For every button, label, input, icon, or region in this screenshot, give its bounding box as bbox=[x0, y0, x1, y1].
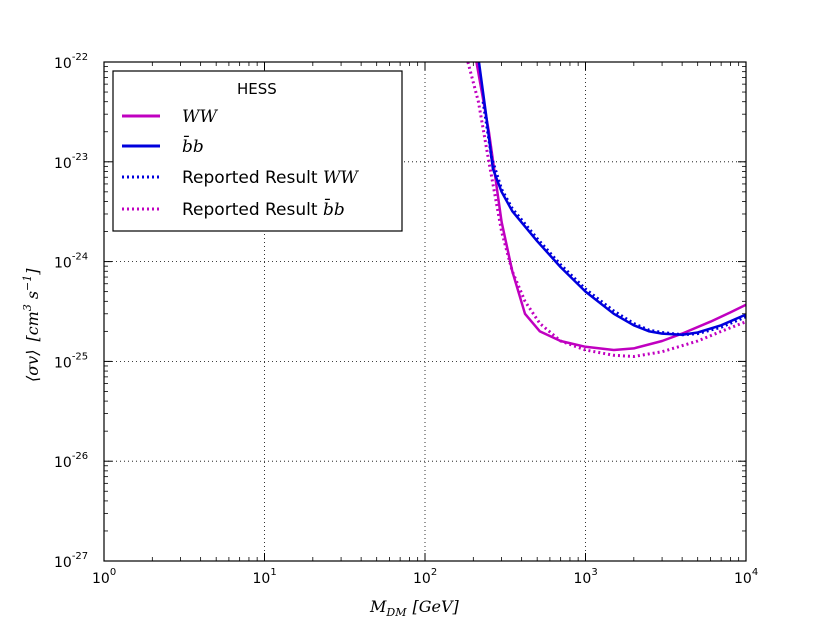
legend-label-reported-bb: Reported Result b̄b bbox=[182, 197, 345, 220]
x-tick-label: 103 bbox=[574, 567, 598, 587]
x-tick-label: 102 bbox=[413, 567, 437, 587]
y-tick-label: 10-27 bbox=[54, 551, 88, 571]
legend-title: HESS bbox=[237, 80, 277, 98]
legend-label-reported-ww: Reported Result WW bbox=[182, 168, 359, 188]
y-tick-label: 10-22 bbox=[54, 52, 88, 72]
x-tick-label: 104 bbox=[734, 567, 758, 587]
series-line-3 bbox=[466, 62, 746, 358]
y-tick-label: 10-26 bbox=[54, 451, 88, 471]
y-tick-label: 10-25 bbox=[54, 351, 88, 371]
legend: HESS WW b̄b Reported Result WW Reported … bbox=[112, 70, 403, 232]
legend-box bbox=[112, 70, 403, 232]
y-tick-label: 10-24 bbox=[54, 252, 88, 272]
series-line-0 bbox=[475, 62, 746, 352]
tick-labels: 100 101 102 103 104 10-27 10-26 10-25 10-24 10-23… bbox=[54, 52, 758, 587]
x-tick-label: 101 bbox=[253, 567, 277, 587]
ticks bbox=[103, 61, 747, 562]
y-axis-label: ⟨σv⟩[cm3s−1] bbox=[21, 268, 42, 382]
y-tick-label: 10-23 bbox=[54, 152, 88, 172]
series-layer bbox=[466, 62, 746, 358]
x-tick-label: 100 bbox=[92, 567, 116, 587]
x-axis-label: MDM [GeV] bbox=[369, 597, 460, 619]
legend-label-ww: WW bbox=[182, 107, 218, 127]
series-line-1 bbox=[477, 62, 746, 336]
legend-label-bb: b̄b bbox=[182, 134, 204, 157]
series-line-2 bbox=[481, 101, 746, 337]
